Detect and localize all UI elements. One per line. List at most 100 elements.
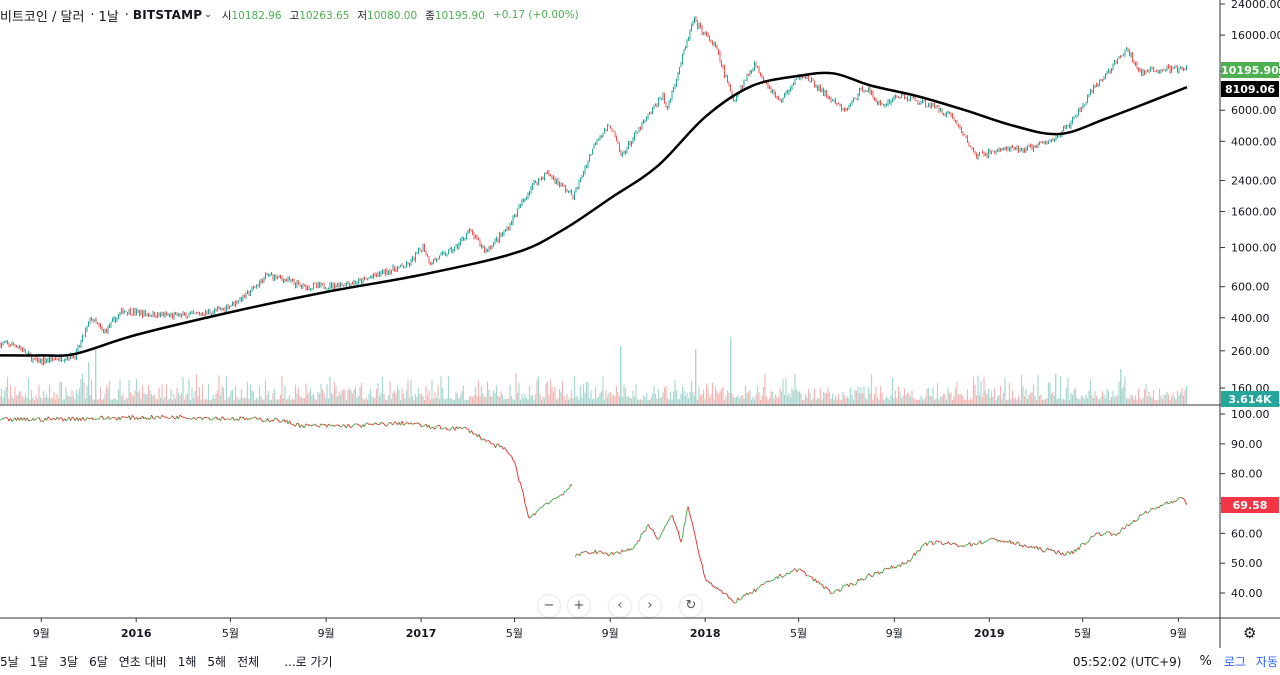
interval-label[interactable]: 1날 (98, 9, 119, 25)
timeframe-5d[interactable]: 5날 (0, 655, 19, 669)
indicator-line-segment (297, 423, 301, 428)
volume-bar (201, 384, 204, 404)
timeframe-ytd[interactable]: 연초 대비 (118, 655, 167, 669)
volume-bar (647, 399, 649, 404)
volume-bar (510, 396, 513, 404)
indicator-line-segment (376, 423, 379, 425)
volume-bar (666, 397, 669, 404)
volume-bar (498, 396, 501, 404)
volume-bar (588, 398, 591, 404)
indicator-line-segment (842, 585, 845, 587)
chart-canvas[interactable]: 24000.0016000.0010000.006000.004000.0024… (0, 0, 1280, 648)
reset-icon[interactable]: ↻ (680, 595, 702, 617)
volume-bar (960, 394, 963, 404)
volume-bar (506, 399, 508, 404)
indicator-line-segment (817, 580, 821, 585)
volume-bar (630, 398, 633, 404)
volume-bar (950, 392, 952, 404)
volume-bar (672, 391, 675, 404)
indicator-line-segment (208, 417, 211, 421)
timeframe-5y[interactable]: 5해 (207, 655, 227, 669)
volume-bar (864, 398, 867, 404)
timeframe-3m[interactable]: 3달 (59, 655, 79, 669)
gear-icon[interactable]: ⚙ (1243, 624, 1257, 642)
volume-bar (1175, 399, 1177, 404)
volume-bar (978, 394, 981, 404)
volume-bar (933, 399, 936, 404)
volume-bar (536, 380, 538, 404)
indicator-line-segment (945, 542, 948, 545)
volume-bar (153, 394, 156, 404)
clock[interactable]: 05:52:02 (UTC+9) (1072, 654, 1182, 669)
volume-bar (908, 393, 910, 404)
volume-bar (411, 396, 414, 404)
chevron-down-icon[interactable]: ⌄ (204, 10, 212, 20)
volume-bar (270, 399, 273, 404)
volume-bar (837, 393, 840, 404)
timeframe-6m[interactable]: 6달 (89, 655, 108, 669)
volume-bar (108, 381, 111, 404)
volume-badge: 3.614K (1228, 393, 1272, 406)
percent-scale-toggle[interactable]: % (1199, 654, 1212, 669)
timeframe-1y[interactable]: 1해 (177, 655, 197, 669)
indicator-line-segment (1009, 540, 1012, 545)
indicator-line-segment (926, 542, 930, 546)
log-scale-toggle[interactable]: 로그 (1223, 655, 1246, 669)
plus-icon[interactable]: + (568, 595, 590, 617)
volume-bar (182, 377, 184, 404)
auto-scale-toggle[interactable]: 자동 (1255, 655, 1278, 669)
volume-bar (1107, 390, 1110, 404)
volume-bar (269, 399, 271, 404)
volume-bar (26, 397, 28, 404)
volume-bar (1094, 390, 1096, 404)
symbol-name[interactable]: 비트코인 / 달러 (0, 9, 85, 25)
chevron-left-icon[interactable]: ‹ (609, 595, 631, 617)
indicator-line-segment (92, 418, 95, 421)
exchange-label[interactable]: BITSTAMP (132, 8, 203, 22)
volume-bar (621, 397, 624, 404)
volume-bar (1031, 392, 1033, 404)
volume-bar (86, 385, 88, 404)
volume-bar (212, 395, 214, 404)
indicator-line-segment (1109, 531, 1112, 536)
volume-bar (83, 382, 85, 404)
volume-bar (774, 394, 777, 404)
volume-bar (716, 390, 718, 404)
volume-bar (717, 393, 720, 404)
volume-bar (332, 394, 334, 404)
indicator-line-segment (660, 531, 663, 536)
indicator-line-segment (792, 568, 795, 572)
volume-bar (1013, 397, 1015, 404)
timeframe-all[interactable]: 전체 (237, 655, 260, 669)
volume-bar (393, 391, 396, 404)
indicator-line-segment (831, 592, 834, 595)
volume-bar (290, 399, 292, 404)
open-value: 10182.96 (231, 9, 282, 22)
goto-date-button[interactable]: ...로 가기 (284, 655, 333, 669)
volume-bar (1176, 390, 1179, 404)
volume-bar (840, 399, 843, 404)
indicator-line-segment (43, 417, 46, 422)
volume-bar (1007, 399, 1009, 404)
indicator-line-segment (587, 552, 590, 554)
volume-bar (608, 392, 610, 404)
indicator-line-segment (1036, 546, 1039, 551)
indicator-line-segment (909, 559, 912, 562)
indicator-line-segment (182, 416, 185, 419)
bottom-toolbar: 5날 1달 3달 6달 연초 대비 1해 5해 전체 ...로 가기 05:52… (0, 648, 1280, 675)
volume-bar (390, 399, 393, 404)
volume-bar (1080, 395, 1083, 404)
timeframe-1m[interactable]: 1달 (29, 655, 49, 669)
chevron-right-icon[interactable]: › (639, 595, 661, 617)
minus-icon[interactable]: − (538, 595, 560, 617)
indicator-line-segment (280, 420, 283, 423)
volume-bar (216, 390, 219, 404)
volume-bar (407, 379, 409, 404)
indicator-line-segment (350, 426, 353, 429)
volume-bar (308, 392, 310, 404)
indicator-line-segment (440, 428, 443, 430)
volume-bar (684, 395, 687, 404)
indicator-tick-label: 60.00 (1231, 527, 1263, 540)
indicator-line-segment (1031, 546, 1035, 549)
indicator-line-segment (142, 415, 145, 420)
